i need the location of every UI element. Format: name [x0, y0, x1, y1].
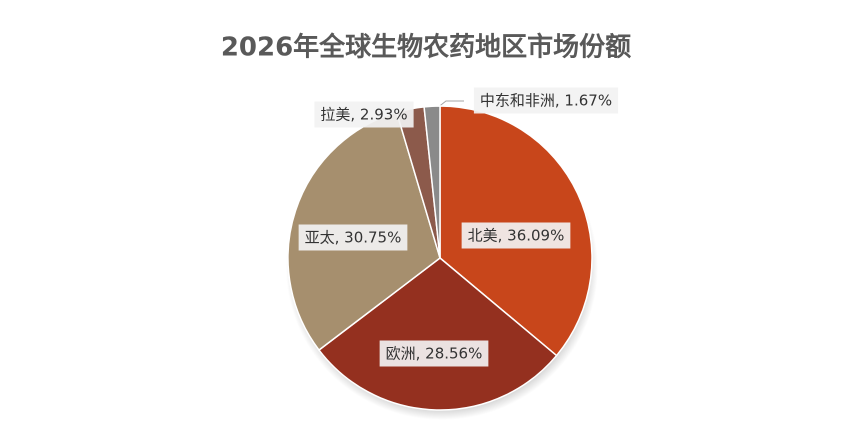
label-box	[314, 101, 414, 128]
data-label: 中东和非洲, 1.67%	[480, 92, 612, 110]
data-label: 北美, 36.09%	[468, 227, 565, 245]
label-box	[473, 87, 619, 114]
label-box	[379, 340, 489, 367]
data-label: 亚太, 30.75%	[305, 229, 402, 247]
label-box	[298, 224, 408, 251]
pie-slice	[423, 105, 441, 259]
pie-slice	[317, 257, 558, 411]
data-label: 欧洲, 28.56%	[386, 345, 483, 363]
label-box	[461, 222, 571, 249]
data-label: 拉美, 2.93%	[320, 106, 407, 124]
chart-title: 2026年全球生物农药地区市场份额	[221, 32, 631, 63]
